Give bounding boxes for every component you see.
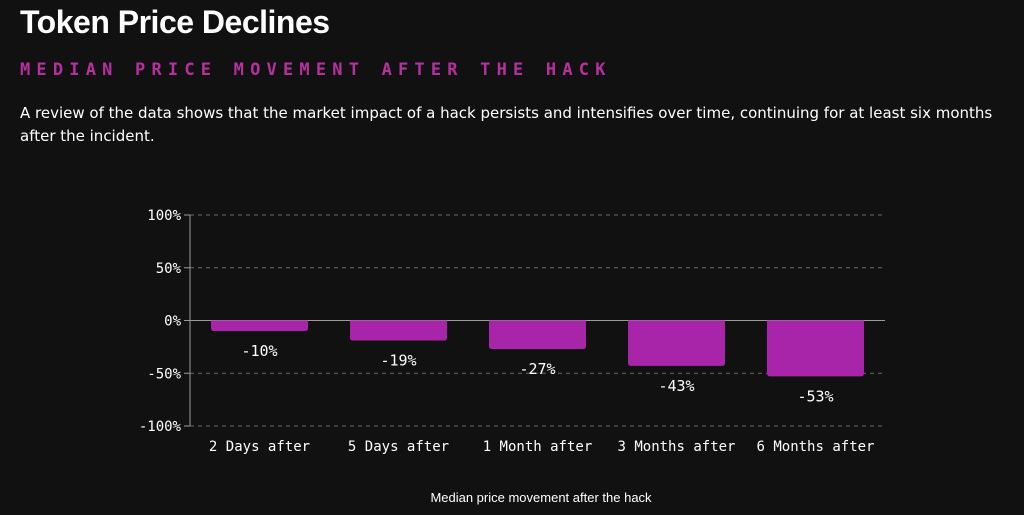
data-label: -19% (380, 352, 416, 370)
bar (211, 320, 308, 332)
category-label: 3 Months after (617, 439, 735, 455)
bar (628, 320, 725, 366)
category-label: 1 Month after (483, 439, 593, 455)
bar (489, 320, 586, 349)
y-tick-label: -100% (139, 419, 182, 435)
chart-subtitle: MEDIAN PRICE MOVEMENT AFTER THE HACK (20, 60, 612, 80)
category-label: 5 Days after (348, 439, 449, 455)
page-title: Token Price Declines (20, 4, 330, 40)
y-tick-label: -50% (147, 366, 181, 382)
data-label: -43% (658, 377, 694, 395)
bar (350, 320, 447, 341)
data-label: -27% (519, 360, 555, 378)
y-tick-label: 100% (147, 208, 181, 224)
y-axis: 100% 50% 0% -50% -100% (139, 208, 191, 435)
data-labels: -10% -19% -27% -43% -53% (241, 342, 833, 405)
x-axis-title: Median price movement after the hack (430, 490, 652, 505)
data-label: -53% (797, 387, 833, 405)
chart-description: A review of the data shows that the mark… (20, 104, 993, 145)
x-axis-labels: 2 Days after 5 Days after 1 Month after 3 M… (209, 439, 875, 455)
category-label: 2 Days after (209, 439, 310, 455)
bars (211, 320, 864, 377)
y-tick-label: 0% (164, 314, 181, 330)
category-label: 6 Months after (756, 439, 874, 455)
bar (767, 320, 864, 377)
data-label: -10% (241, 342, 277, 360)
y-tick-label: 50% (156, 261, 182, 277)
